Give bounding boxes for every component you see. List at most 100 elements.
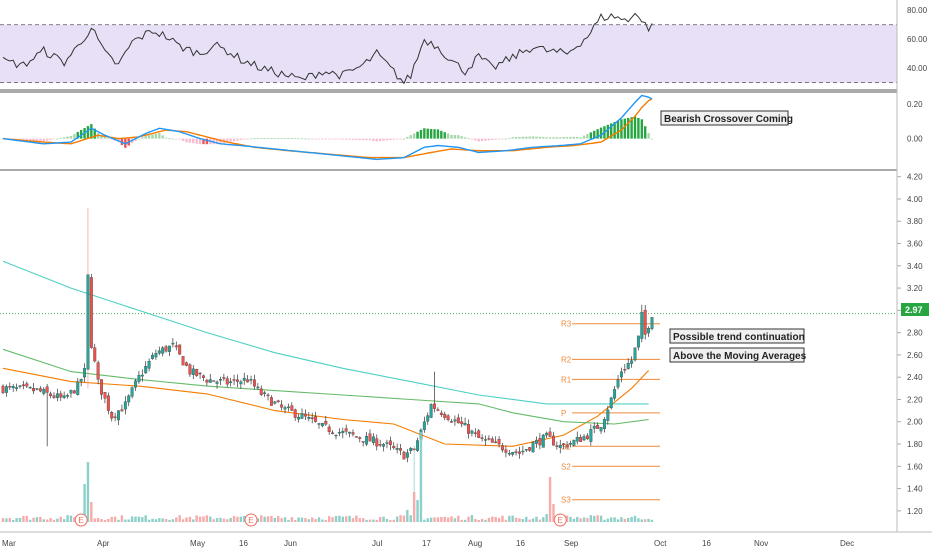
volume-bar [195, 515, 198, 522]
macd-histogram-bar [511, 137, 514, 139]
macd-histogram-bar [355, 138, 358, 140]
volume-bar [229, 517, 232, 522]
volume-bar [215, 518, 219, 522]
macd-histogram-bar [249, 138, 253, 140]
macd-histogram-bar [35, 138, 39, 141]
macd-histogram-bar [627, 117, 630, 139]
macd-histogram-bar [450, 134, 453, 139]
candle-body [579, 437, 583, 442]
volume-bar [344, 516, 348, 522]
macd-histogram-bar [365, 138, 368, 141]
volume-bar [171, 519, 175, 522]
macd-panel[interactable]: 0.20 0.00 [0, 91, 923, 161]
candle-body [21, 384, 25, 387]
volume-bar [545, 514, 548, 522]
macd-histogram-bar [311, 138, 314, 140]
macd-histogram-bar [385, 138, 389, 141]
candle-body [538, 438, 542, 446]
candle-body [280, 404, 284, 408]
macd-histogram-bar [161, 135, 164, 139]
candle-body [630, 360, 634, 364]
volume-bar [467, 516, 470, 522]
volume-bar [127, 519, 130, 522]
volume-bar [8, 518, 11, 522]
volume-bar [599, 515, 603, 522]
macd-histogram-bar [412, 133, 416, 139]
price-tick-label: 2.60 [907, 351, 923, 360]
macd-histogram-bar [260, 138, 263, 139]
rsi-tick-label: 60.00 [907, 35, 928, 44]
candle-body [606, 409, 610, 421]
price-tick-label: 1.40 [907, 485, 923, 494]
macd-histogram-bar [579, 137, 582, 139]
macd-histogram-bar [39, 138, 42, 142]
candle-body [558, 444, 562, 448]
candle-body [429, 404, 433, 418]
candle-body [412, 448, 416, 451]
macd-histogram-bar [382, 138, 385, 141]
x-tick-label: Aug [468, 539, 482, 548]
macd-histogram-bar [62, 137, 66, 139]
macd-histogram-bar [202, 138, 205, 145]
macd-histogram-bar [110, 138, 113, 140]
macd-histogram-bar [175, 138, 178, 140]
candle-body [555, 445, 559, 447]
volume-bar [494, 516, 497, 522]
macd-histogram-bar [389, 138, 392, 141]
macd-histogram-bar [236, 138, 239, 141]
macd-histogram-bar [171, 138, 175, 140]
candle-body [402, 451, 406, 460]
volume-bar [42, 519, 45, 522]
candle-body [161, 347, 165, 354]
volume-bar [474, 518, 477, 522]
volume-bar [188, 516, 192, 522]
volume-bar [440, 517, 443, 522]
candle-body [229, 381, 233, 384]
volume-bar [504, 519, 508, 522]
volume-bar [640, 519, 644, 522]
candle-body [585, 435, 589, 440]
volume-bar [124, 519, 127, 522]
candle-body [327, 426, 331, 433]
macd-histogram-bar [477, 138, 480, 142]
volume-bar [273, 517, 277, 522]
candle-body [303, 413, 307, 417]
macd-histogram-bar [168, 138, 171, 139]
rsi-panel[interactable]: 80.00 60.00 40.00 [0, 6, 928, 91]
macd-histogram-bar [463, 137, 467, 139]
macd-histogram-bar [195, 138, 198, 144]
candle-body [572, 440, 576, 446]
macd-histogram-bar [79, 130, 83, 139]
rsi-band [0, 24, 897, 83]
macd-annotation: Bearish Crossover Coming [660, 110, 793, 126]
candle-body [52, 395, 56, 398]
candle-body [83, 368, 86, 378]
volume-bar [443, 516, 446, 522]
macd-histogram-bar [392, 138, 395, 140]
volume-bar [630, 516, 633, 522]
volume-bar [297, 517, 300, 522]
volume-bar [331, 517, 334, 522]
volume-bar [586, 517, 589, 522]
last-price-text: 2.97 [905, 305, 923, 315]
volume-bar [511, 515, 514, 522]
trend-annotation-text: Possible trend continuation [673, 332, 805, 343]
volume-bar [351, 518, 355, 522]
x-tick-label: Jun [284, 539, 297, 548]
volume-bar [569, 516, 572, 522]
macd-histogram-bar [304, 138, 307, 140]
macd-histogram-bar [399, 138, 402, 140]
macd-histogram-bar [86, 126, 90, 139]
volume-bar [535, 516, 538, 522]
price-panel[interactable]: 4.204.003.803.603.403.203.002.802.602.40… [0, 169, 923, 527]
macd-histogram-bar [263, 138, 266, 139]
macd-histogram-bar [331, 138, 334, 140]
macd-histogram-bar [317, 138, 321, 140]
macd-histogram-bar [158, 133, 161, 139]
candle-body [185, 362, 188, 366]
candle-body [59, 393, 63, 398]
macd-histogram-bar [52, 138, 56, 140]
volume-bar [15, 518, 18, 522]
volume-bar [372, 519, 375, 522]
